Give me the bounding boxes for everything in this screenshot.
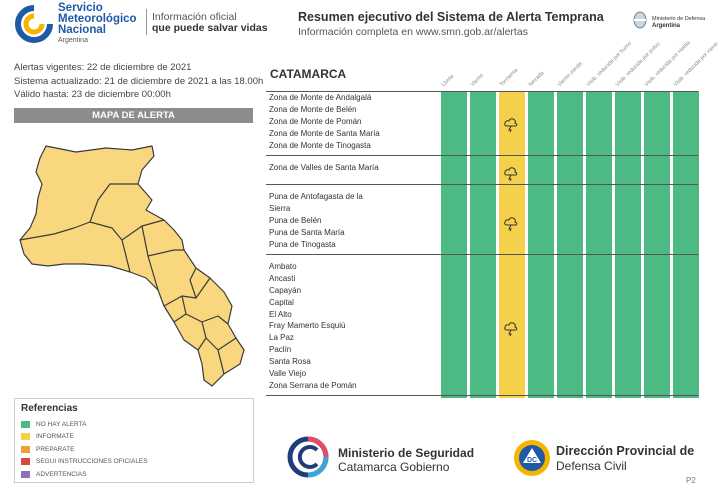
zone-name: Zona de Valles de Santa María [269, 162, 379, 172]
thunderstorm-icon [504, 167, 518, 182]
legend-swatch [21, 470, 30, 478]
alert-column [586, 91, 612, 398]
valid-until-text: Válido hasta: 23 de diciembre 00:00h [14, 89, 171, 100]
footer-direction-line2: Defensa Civil [556, 459, 627, 473]
column-header-label: Lluvia [440, 73, 456, 88]
zone-name: El Alto [269, 309, 292, 319]
column-header-label: Nevada [527, 70, 546, 88]
map-division [163, 277, 211, 307]
legend: Referencias NO HAY ALERTA INFORMATE PREP… [14, 398, 254, 483]
map-division [201, 321, 237, 351]
province-title: CATAMARCA [270, 67, 347, 81]
group-divider [266, 154, 698, 156]
legend-swatch [21, 420, 30, 428]
dc-badge-text: DC [527, 457, 537, 464]
column-header: Visib. reducida por polvo [615, 41, 662, 90]
map-outline [19, 145, 245, 387]
legend-item: SEGUI INSTRUCCIONES OFICIALES [21, 456, 247, 469]
group-divider [266, 394, 698, 396]
alerts-valid-text: Alertas vigentes: 22 de diciembre de 202… [14, 62, 192, 73]
zone-name: Ambato [269, 261, 297, 271]
column-header: Visib. reducida por niebla [644, 40, 692, 90]
legend-item: INFORMATE [21, 431, 247, 444]
zone-name: Paclín [269, 345, 292, 355]
zone-name: Zona Serrana de Pomán [269, 380, 357, 390]
zone-name: Sierra [269, 204, 291, 214]
column-header: Viento [470, 58, 496, 90]
thunderstorm-icon [504, 217, 518, 232]
catamarca-gobierno-logo-icon [287, 436, 329, 478]
zone-name: Puna de Tinogasta [269, 240, 336, 249]
legend-title: Referencias [21, 403, 78, 414]
smn-logo-icon [15, 5, 53, 43]
column-header: Visib. reducida por humo [586, 41, 633, 90]
zone-name: Valle Viejo [269, 369, 307, 378]
tagline-line1: Información oficial [152, 11, 237, 23]
map-division [89, 183, 138, 223]
zone-name: Ancasti [269, 273, 296, 283]
legend-item: PREPARATE [21, 443, 247, 456]
group-divider [266, 184, 698, 186]
alert-column [673, 91, 699, 398]
group-divider [266, 253, 698, 255]
alert-column [615, 91, 641, 398]
page-subtitle-link[interactable]: Información completa en www.smn.gob.ar/a… [298, 26, 528, 38]
map-division [189, 267, 197, 299]
zone-name: Puna de Antofagasta de la [269, 192, 363, 202]
column-header: Tormenta [499, 58, 525, 90]
column-header-label: Viento zonda [556, 61, 584, 88]
legend-swatch [21, 445, 30, 453]
zone-name: Zona de Monte de Pomán [269, 116, 362, 126]
zone-name: Fray Mamerto Esquiú [269, 321, 346, 331]
map-division [217, 349, 225, 375]
legend-swatch [21, 433, 30, 441]
legend-item: ADVERTENCIAS [21, 468, 247, 481]
page-number: P2 [686, 476, 696, 485]
zone-name: Puna de Belén [269, 216, 322, 226]
updated-text: Sistema actualizado: 21 de diciembre de … [14, 76, 264, 87]
zone-name: Zona de Monte de Belén [269, 104, 357, 114]
zone-name: Puna de Santa María [269, 228, 345, 238]
alert-column [528, 91, 554, 398]
org-name: Servicio Meteorológico Nacional Argentin… [58, 2, 137, 44]
zone-name: Santa Rosa [269, 357, 311, 367]
alert-column [441, 91, 467, 398]
group-divider [266, 91, 698, 92]
defensa-civil-logo-icon: DC [514, 440, 550, 476]
header-divider [146, 9, 147, 35]
column-header: Lluvia [441, 58, 467, 90]
zone-name: Zona de Monte de Santa María [269, 128, 380, 138]
thunderstorm-icon [504, 118, 518, 132]
shield-icon [633, 11, 647, 29]
zone-name: Zona de Monte de Andalgalá [269, 93, 372, 102]
zone-name: La Paz [269, 333, 294, 343]
alert-column [644, 91, 670, 398]
page-title: Resumen ejecutivo del Sistema de Alerta … [298, 10, 604, 24]
zone-name: Zona de Monte de Tinogasta [269, 140, 371, 150]
footer-direction-line1: Dirección Provincial de [556, 444, 695, 458]
map-division [197, 337, 207, 351]
column-header: Viento zonda [556, 58, 584, 90]
legend-item: NO HAY ALERTA [21, 418, 247, 431]
thunderstorm-icon [504, 322, 518, 337]
tagline-line2: que puede salvar vidas [152, 22, 268, 34]
alert-column [557, 91, 583, 398]
column-header: Visib. reducida por nieve [673, 41, 720, 90]
footer-ministry-line1: Ministerio de Seguridad [338, 446, 475, 460]
catamarca-alert-map [19, 145, 245, 387]
map-division [147, 249, 184, 257]
zone-name: Capital [269, 297, 294, 307]
zone-name: Capayán [269, 285, 302, 295]
column-header: Nevada [528, 58, 554, 90]
column-header-label: Tormenta [498, 67, 520, 88]
alert-column [470, 91, 496, 398]
ministry-defense-logo: Ministerio de Defensa Argentina [632, 10, 712, 38]
footer-ministry-line2: Catamarca Gobierno [338, 460, 450, 474]
map-title: MAPA DE ALERTA [14, 108, 253, 123]
map-division [173, 313, 187, 323]
alert-column [499, 91, 525, 398]
legend-swatch [21, 458, 30, 466]
column-header-label: Viento [469, 72, 485, 88]
